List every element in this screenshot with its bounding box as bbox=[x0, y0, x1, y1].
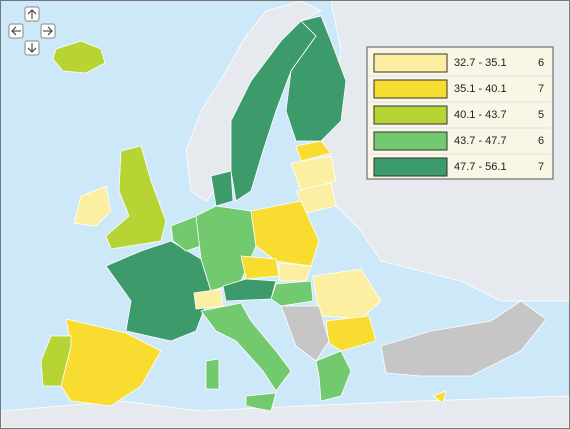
country bbox=[205, 358, 220, 390]
country bbox=[40, 335, 72, 387]
arrows bbox=[11, 9, 53, 53]
country bbox=[240, 255, 280, 280]
legend-count: 7 bbox=[538, 161, 544, 173]
country bbox=[170, 215, 202, 252]
land bbox=[1, 395, 569, 428]
legend-label: 32.7 - 35.1 bbox=[454, 57, 507, 69]
country bbox=[222, 278, 277, 302]
legend-label: 40.1 - 43.7 bbox=[454, 109, 507, 121]
legend-label: 47.7 - 56.1 bbox=[454, 161, 507, 173]
country bbox=[52, 40, 106, 74]
country bbox=[380, 300, 547, 377]
country bbox=[432, 390, 447, 404]
navigation bbox=[8, 6, 56, 56]
country bbox=[290, 155, 337, 192]
country bbox=[245, 392, 277, 412]
country bbox=[105, 145, 167, 250]
legend-swatch bbox=[373, 157, 448, 177]
legend-label: 43.7 - 47.7 bbox=[454, 135, 507, 147]
legend-swatch bbox=[373, 131, 448, 151]
country bbox=[278, 262, 312, 282]
country bbox=[315, 350, 352, 402]
country bbox=[193, 288, 224, 310]
country bbox=[325, 315, 377, 352]
country bbox=[73, 185, 112, 227]
country bbox=[210, 170, 234, 207]
legend-swatch bbox=[373, 79, 448, 99]
legend-count: 6 bbox=[538, 135, 544, 147]
country bbox=[270, 280, 314, 307]
country bbox=[105, 240, 212, 342]
legend-count: 6 bbox=[538, 57, 544, 69]
legend-count: 5 bbox=[538, 109, 544, 121]
legend: 32.7 - 35.1 6 35.1 - 40.1 7 40.1 - 43.7 5 43.7… bbox=[366, 46, 554, 180]
legend-swatch bbox=[373, 105, 448, 125]
country bbox=[295, 140, 332, 162]
legend-count: 7 bbox=[538, 83, 544, 95]
country bbox=[312, 268, 382, 320]
legend-swatch bbox=[373, 53, 448, 73]
country bbox=[280, 305, 330, 362]
legend-label: 35.1 - 40.1 bbox=[454, 83, 507, 95]
country bbox=[200, 302, 292, 392]
